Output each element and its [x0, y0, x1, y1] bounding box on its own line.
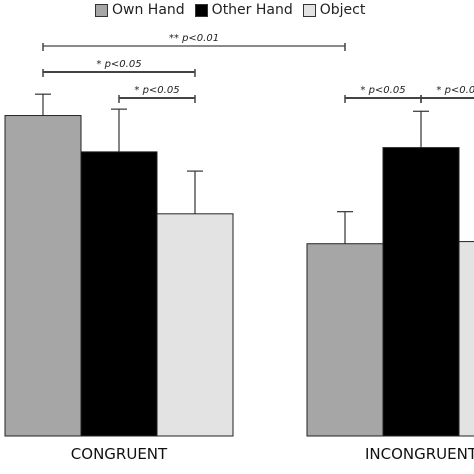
chart-legend: Own Hand Other Hand Object	[95, 0, 375, 20]
bar-incongruent-object	[458, 241, 474, 437]
bar-congruent-object	[156, 213, 234, 437]
significance-label-4: * p<0.05	[436, 85, 474, 96]
significance-label-3: * p<0.05	[360, 85, 405, 96]
legend-swatch-object	[302, 3, 316, 17]
legend-label-object: Object	[319, 2, 366, 18]
legend-label-own-hand: Own Hand	[112, 2, 185, 18]
legend-swatch-other-hand	[194, 3, 208, 17]
category-label-incongruent: INCONGRUENT	[365, 445, 474, 463]
legend-item-other-hand: Other Hand	[194, 2, 293, 18]
bar-incongruent-other-hand	[382, 147, 460, 437]
significance-label-2: * p<0.05	[134, 85, 179, 96]
significance-label-1: * p<0.05	[96, 59, 141, 70]
significance-label-0: ** p<0.01	[169, 33, 219, 44]
bar-congruent-own-hand	[4, 115, 82, 437]
bar-congruent-other-hand	[80, 151, 158, 437]
legend-label-other-hand: Other Hand	[211, 2, 293, 18]
category-label-congruent: CONGRUENT	[71, 445, 168, 463]
bar-incongruent-own-hand	[306, 243, 384, 437]
legend-swatch-own-hand	[95, 3, 108, 17]
legend-item-own-hand: Own Hand	[95, 2, 185, 18]
legend-item-object: Object	[302, 2, 366, 18]
